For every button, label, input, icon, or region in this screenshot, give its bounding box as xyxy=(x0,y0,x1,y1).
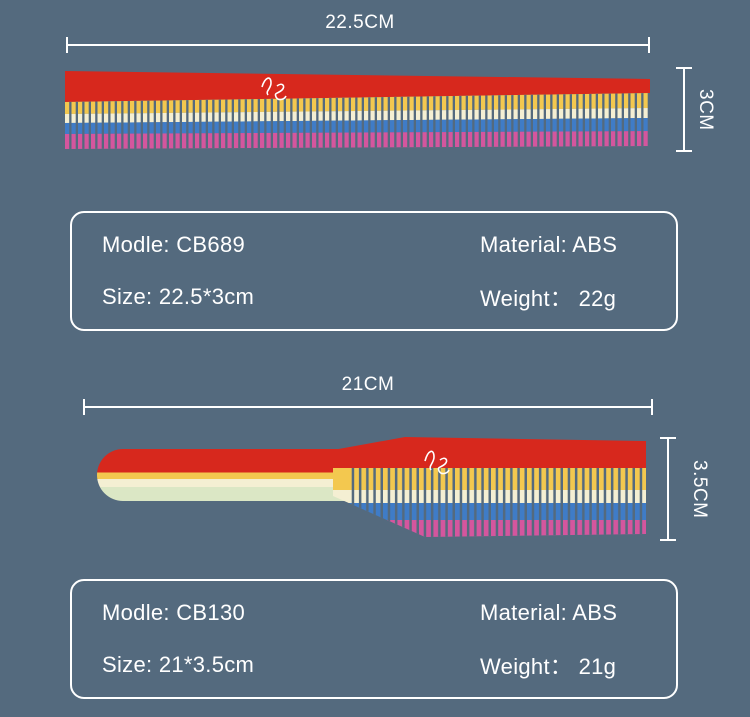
spec-material-1: Material: ABS xyxy=(480,232,618,257)
width-dimension-label-1: 22.5CM xyxy=(325,12,395,33)
comb2-teeth xyxy=(347,468,646,537)
comb1-teeth xyxy=(65,93,650,149)
comb2-handle xyxy=(97,449,397,501)
brand-mark-2 xyxy=(424,450,450,475)
width-dimension-line-1 xyxy=(66,37,650,53)
spec-model-1: Modle: CB689 xyxy=(102,232,246,257)
spec-model-2: Modle: CB130 xyxy=(102,600,246,625)
comb-image-cb689 xyxy=(65,71,650,149)
spec-box-cb689: Modle: CB689 Material: ABS Size: 22.5*3c… xyxy=(70,211,678,331)
brand-mark-1 xyxy=(261,77,287,101)
comb1-spine xyxy=(65,71,650,102)
height-dimension-line-2 xyxy=(660,437,676,541)
spec-weight-1: Weight： 22g xyxy=(480,286,617,311)
width-dimension-line-2 xyxy=(83,399,653,415)
height-dimension-line-1 xyxy=(676,67,692,152)
height-dimension-label-1: 3CM xyxy=(695,88,716,131)
spec-weight-2: Weight： 21g xyxy=(480,654,617,679)
spec-box-cb130: Modle: CB130 Material: ABS Size: 21*3.5c… xyxy=(70,579,678,699)
spec-size-1: Size: 22.5*3cm xyxy=(102,284,255,309)
spec-size-2: Size: 21*3.5cm xyxy=(102,652,255,677)
height-dimension-label-2: 3.5CM xyxy=(689,459,710,519)
width-dimension-label-2: 21CM xyxy=(341,374,395,395)
comb-image-cb130 xyxy=(97,437,646,537)
spec-material-2: Material: ABS xyxy=(480,600,618,625)
